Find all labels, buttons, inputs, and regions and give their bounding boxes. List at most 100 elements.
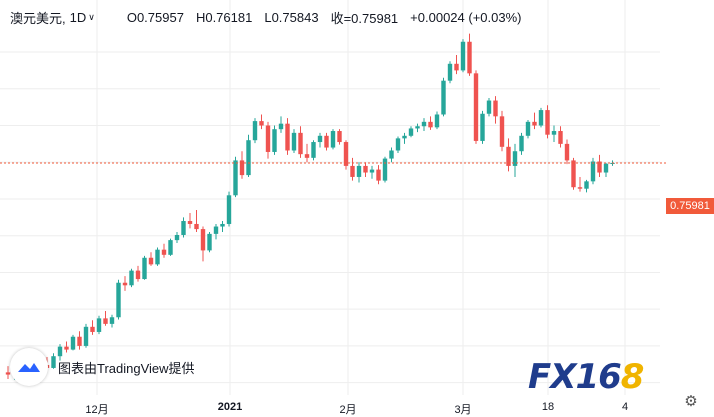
candle <box>324 132 329 151</box>
candle <box>434 111 440 130</box>
candle-body <box>161 249 167 255</box>
candle-body <box>168 240 173 255</box>
candle <box>512 143 518 177</box>
candle <box>194 210 199 233</box>
candle <box>304 143 310 163</box>
candle <box>109 314 115 328</box>
candle <box>590 157 596 185</box>
candle <box>116 279 121 320</box>
candle <box>532 112 537 130</box>
x-tick-label: 2月 <box>339 404 357 416</box>
candle <box>499 110 505 152</box>
candle <box>70 334 76 351</box>
candle-body <box>493 100 498 117</box>
candle <box>330 129 336 150</box>
candle-body <box>499 116 505 147</box>
candle <box>343 140 349 170</box>
candle-body <box>577 187 583 189</box>
candle <box>77 331 82 350</box>
candle <box>441 77 446 117</box>
candle <box>473 70 479 144</box>
candle <box>207 232 212 253</box>
candle-body <box>116 282 121 318</box>
candle-body <box>200 229 206 251</box>
candle <box>454 54 459 75</box>
candle-body <box>187 221 193 224</box>
tradingview-logo-icon <box>10 348 48 386</box>
candle <box>551 125 557 143</box>
timeframe[interactable]: 1D <box>69 9 87 25</box>
candle-body <box>291 132 297 151</box>
candle <box>187 212 193 229</box>
candle <box>96 315 102 335</box>
candle-body <box>109 317 115 324</box>
x-tick-label: 12月 <box>85 404 109 416</box>
x-tick-label: 3月 <box>454 404 472 416</box>
candle <box>558 126 563 148</box>
symbol-name[interactable]: 澳元美元, <box>10 10 66 26</box>
chevron-down-icon[interactable]: ∨ <box>88 11 95 22</box>
candle <box>389 147 394 163</box>
candle <box>174 232 180 244</box>
candle <box>480 110 485 144</box>
candle-body <box>519 135 524 152</box>
candle-body <box>285 123 290 151</box>
candle-body <box>220 223 225 227</box>
candle-body <box>213 226 219 234</box>
candle-body <box>142 257 147 280</box>
candle <box>181 217 186 238</box>
candle-body <box>395 138 401 151</box>
candle <box>90 320 95 335</box>
candle <box>291 129 297 154</box>
candle <box>428 116 433 130</box>
candle-body <box>610 162 615 164</box>
candle <box>421 118 427 132</box>
candle <box>395 136 401 154</box>
candle-body <box>90 326 95 332</box>
candle-body <box>207 233 212 251</box>
candle-body <box>603 163 609 173</box>
candle-body <box>317 135 323 143</box>
candle <box>356 162 362 183</box>
candle <box>447 61 453 84</box>
x-tick-label: 2021 <box>217 401 243 413</box>
candle-body <box>226 195 232 224</box>
candle-body <box>233 160 238 196</box>
candle-body <box>311 142 316 158</box>
candle-body <box>57 346 63 357</box>
candle-body <box>64 346 69 350</box>
candle-body <box>148 257 154 265</box>
candle <box>64 341 69 353</box>
candle-body <box>304 154 310 158</box>
candle <box>337 129 342 145</box>
gear-icon[interactable]: ⚙ <box>684 393 698 410</box>
candle <box>597 154 602 177</box>
candle-body <box>590 161 596 182</box>
candle-body <box>70 336 76 350</box>
candle <box>285 118 290 155</box>
candle <box>272 125 277 155</box>
candle-body <box>369 169 375 173</box>
candle-body <box>181 221 186 235</box>
candle-body <box>252 121 258 141</box>
candle <box>161 243 167 258</box>
candle-body <box>428 121 433 128</box>
candle-body <box>538 110 544 126</box>
x-tick-label: 4 <box>621 401 629 413</box>
candle <box>363 162 368 177</box>
candle <box>83 323 89 348</box>
candle <box>168 238 173 256</box>
candle <box>506 138 511 172</box>
candle <box>311 140 316 161</box>
candle-body <box>389 150 394 159</box>
candle-body <box>441 80 446 115</box>
close-value: 收=0.75981 <box>330 10 399 26</box>
candle-body <box>525 121 531 136</box>
candle-body <box>571 160 576 188</box>
candle-body <box>155 249 160 265</box>
candle-body <box>356 165 362 177</box>
tradingview-attribution[interactable]: 图表由TradingView提供 <box>10 348 195 386</box>
candle-body <box>460 41 466 71</box>
candle <box>350 157 355 181</box>
